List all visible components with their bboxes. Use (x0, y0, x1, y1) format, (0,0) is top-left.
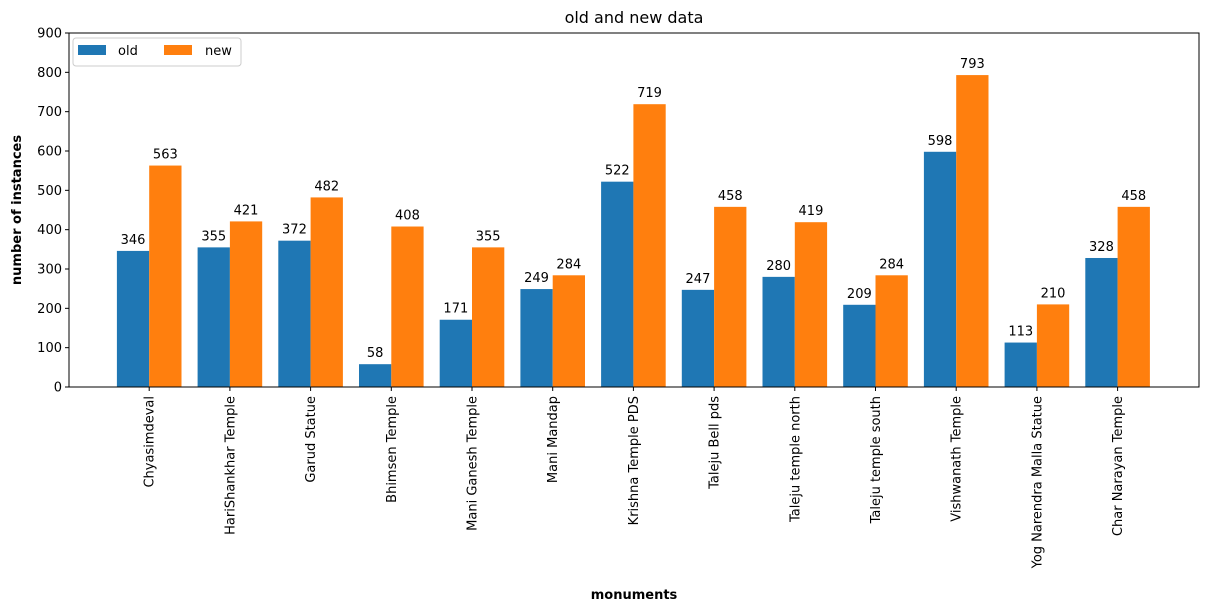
y-tick-label: 200 (37, 302, 62, 317)
data-label-old: 209 (847, 287, 872, 302)
bar-old (520, 289, 553, 387)
data-label-old: 113 (1008, 325, 1033, 340)
bar-new (956, 75, 989, 387)
y-axis-title: number of instances (10, 135, 25, 285)
data-label-new: 482 (314, 179, 339, 194)
data-label-new: 284 (556, 257, 581, 272)
bar-old (601, 181, 634, 387)
y-tick-label: 100 (37, 341, 62, 356)
y-tick-label: 0 (54, 381, 62, 396)
bar-new (714, 206, 747, 387)
x-tick-label: Bhimsen Temple (385, 396, 400, 503)
x-tick-label: Chyasimdeval (143, 396, 158, 488)
bar-old (278, 240, 311, 387)
data-label-old: 280 (766, 259, 791, 274)
bar-old (923, 151, 957, 387)
data-labels: 346 563 355 421 372 482 58 408 171 355 249 284 522 71… (121, 57, 1147, 361)
data-label-new: 719 (637, 86, 662, 101)
data-label-old: 598 (928, 134, 953, 149)
bar-new (391, 226, 424, 387)
bar-old (681, 289, 715, 387)
y-tick-label: 500 (37, 184, 62, 199)
bar-old (359, 364, 392, 387)
data-label-old: 522 (605, 164, 630, 179)
bar-old (197, 247, 230, 387)
legend-swatch-old (78, 45, 106, 55)
bar-new (310, 197, 343, 387)
data-label-old: 249 (524, 271, 549, 286)
y-tick-label: 300 (37, 263, 62, 278)
bar-old (116, 250, 150, 387)
legend-label-new: new (205, 44, 232, 59)
data-label-new: 793 (960, 57, 985, 72)
data-label-old: 328 (1089, 240, 1114, 255)
y-axis: 0 100 200 300 400 500 600 700 800 900 (37, 27, 69, 396)
data-label-old: 372 (282, 223, 307, 238)
bar-old (843, 304, 876, 387)
x-tick-label: Char Narayan Temple (1111, 396, 1126, 536)
legend-swatch-new (164, 45, 192, 55)
data-label-old: 171 (443, 302, 468, 317)
bar-new (229, 221, 263, 387)
bar-new (633, 104, 666, 388)
data-label-new: 284 (879, 257, 904, 272)
x-tick-label: Mani Ganesh Temple (466, 396, 481, 531)
bar-old (762, 276, 795, 387)
data-label-old: 346 (121, 233, 146, 248)
y-tick-label: 400 (37, 223, 62, 238)
x-tick-label: HariShankhar Temple (223, 396, 238, 535)
data-label-new: 419 (799, 204, 824, 219)
x-tick-label: Garud Statue (304, 396, 319, 483)
x-tick-label: Taleju Bell pds (708, 396, 723, 490)
y-tick-label: 700 (37, 105, 62, 120)
bar-new (794, 222, 828, 387)
x-tick-label: Krishna Temple PDS (627, 396, 642, 525)
data-label-new: 355 (476, 229, 501, 244)
bar-old (439, 319, 472, 387)
data-label-new: 458 (1121, 189, 1146, 204)
plot-frame (68, 32, 1200, 388)
y-tick-label: 600 (37, 145, 62, 160)
data-label-old: 355 (201, 229, 226, 244)
bars (116, 75, 1150, 388)
data-label-new: 408 (395, 209, 420, 224)
data-label-old: 58 (367, 346, 384, 361)
bar-old (1004, 342, 1037, 387)
bar-new (875, 275, 908, 387)
x-axis-title: monuments (591, 588, 678, 603)
bar-new (552, 275, 585, 387)
bar-new (472, 247, 505, 387)
y-tick-label: 900 (37, 27, 62, 42)
bar-new (149, 165, 182, 387)
x-axis: Chyasimdeval HariShankhar Temple Garud Sta… (143, 387, 1126, 569)
data-label-old: 247 (686, 272, 711, 287)
x-tick-label: Mani Mandap (546, 396, 561, 483)
data-label-new: 458 (718, 189, 743, 204)
bar-old (1085, 257, 1118, 387)
x-tick-label: Taleju temple south (869, 396, 884, 524)
x-tick-label: Taleju temple north (788, 396, 803, 523)
legend: old new (72, 37, 242, 67)
x-tick-label: Vishwanath Temple (950, 396, 965, 522)
y-tick-label: 800 (37, 66, 62, 81)
x-tick-label: Yog Narendra Malla Statue (1030, 396, 1045, 569)
data-label-new: 210 (1041, 286, 1066, 301)
chart-title: old and new data (565, 8, 704, 27)
data-label-new: 563 (153, 148, 178, 163)
legend-label-old: old (118, 44, 138, 59)
legend-box (72, 37, 242, 67)
bar-new (1036, 304, 1070, 387)
data-label-new: 421 (234, 203, 259, 218)
bar-new (1117, 206, 1150, 387)
